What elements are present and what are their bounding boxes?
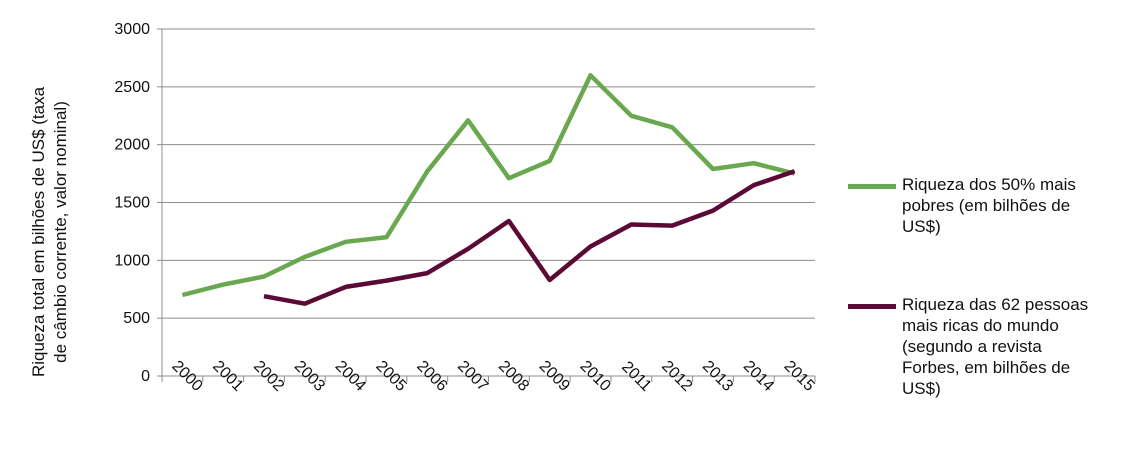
legend-label: Riqueza das 62 pessoas mais ricas do mun… xyxy=(902,295,1089,398)
series-lines xyxy=(181,73,796,306)
legend-swatch-green xyxy=(848,184,896,189)
y-tick-label: 2500 xyxy=(114,79,150,96)
axes xyxy=(157,28,816,382)
series-line-2 xyxy=(263,169,796,306)
legend-swatch-maroon xyxy=(848,304,896,309)
y-tick-label: 500 xyxy=(123,310,150,327)
gridlines xyxy=(162,28,815,319)
x-tick-label: 2011 xyxy=(618,358,654,394)
y-tick-label: 1000 xyxy=(114,252,150,269)
y-tick-label: 2000 xyxy=(114,137,150,154)
y-tick-label: 3000 xyxy=(114,21,150,38)
series-line-1 xyxy=(181,73,796,298)
y-axis-label-line-1: Riqueza total em bilhões de US$ (taxa xyxy=(29,86,48,377)
y-axis-label-line-2: de câmbio corrente, valor nominal) xyxy=(51,101,70,363)
y-tick-labels: 0 500 1000 1500 2000 2500 3000 xyxy=(114,21,150,385)
y-tick-label: 1500 xyxy=(114,195,150,212)
y-tick-label: 0 xyxy=(141,368,150,385)
legend-label: Riqueza dos 50% mais pobres (em bilhões … xyxy=(902,175,1076,236)
